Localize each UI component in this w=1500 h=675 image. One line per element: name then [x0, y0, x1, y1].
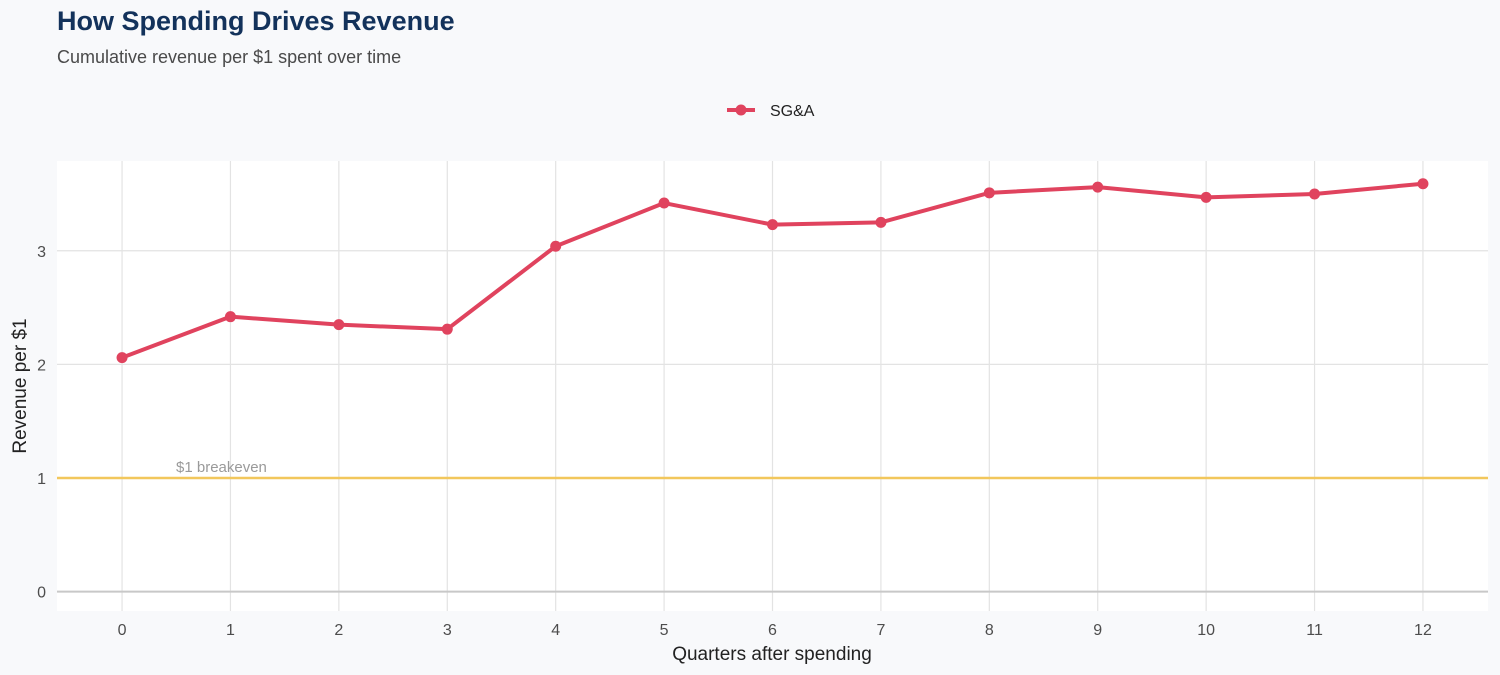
x-tick-label: 4	[551, 622, 560, 639]
x-tick-label: 7	[876, 622, 885, 639]
y-axis-title: Revenue per $1	[10, 318, 31, 453]
x-tick-label: 9	[1093, 622, 1102, 639]
y-tick-label: 2	[37, 357, 46, 374]
y-axis-tick-labels: 0 1 2 3	[37, 244, 46, 602]
data-point	[1309, 188, 1321, 200]
legend: SG&A	[727, 103, 815, 120]
x-tick-label: 6	[768, 622, 777, 639]
data-point	[1092, 181, 1104, 193]
data-point	[767, 219, 778, 231]
y-tick-label: 1	[37, 471, 46, 488]
breakeven-label: $1 breakeven	[176, 459, 267, 476]
x-axis-tick-labels: 0 1 2 3 4 5 6 7 8 9 10 11 12	[118, 622, 1432, 639]
x-tick-label: 12	[1414, 622, 1432, 639]
x-tick-label: 8	[985, 622, 994, 639]
x-tick-label: 11	[1306, 622, 1323, 639]
y-tick-label: 0	[37, 585, 46, 602]
data-point	[658, 197, 670, 209]
legend-swatch-marker	[735, 104, 747, 116]
legend-entry-sga: SG&A	[770, 103, 815, 120]
x-tick-label: 0	[118, 622, 127, 639]
x-axis-title: Quarters after spending	[672, 644, 872, 665]
y-tick-label: 3	[37, 244, 46, 261]
data-point	[1200, 191, 1212, 203]
series-points-sga	[116, 178, 1429, 364]
data-point	[1417, 178, 1429, 190]
data-point	[550, 240, 562, 252]
chart-title: How Spending Drives Revenue	[57, 6, 455, 36]
data-point	[224, 311, 236, 323]
x-tick-label: 5	[660, 622, 669, 639]
x-tick-label: 10	[1197, 622, 1215, 639]
x-tick-label: 2	[334, 622, 343, 639]
x-tick-label: 3	[443, 622, 452, 639]
data-point	[441, 323, 453, 335]
data-point	[983, 187, 995, 199]
vertical-gridlines	[121, 161, 1424, 611]
data-point	[116, 352, 128, 364]
data-point	[333, 319, 345, 331]
data-point	[875, 216, 887, 228]
chart-subtitle: Cumulative revenue per $1 spent over tim…	[57, 47, 402, 67]
x-tick-label: 1	[226, 622, 235, 639]
